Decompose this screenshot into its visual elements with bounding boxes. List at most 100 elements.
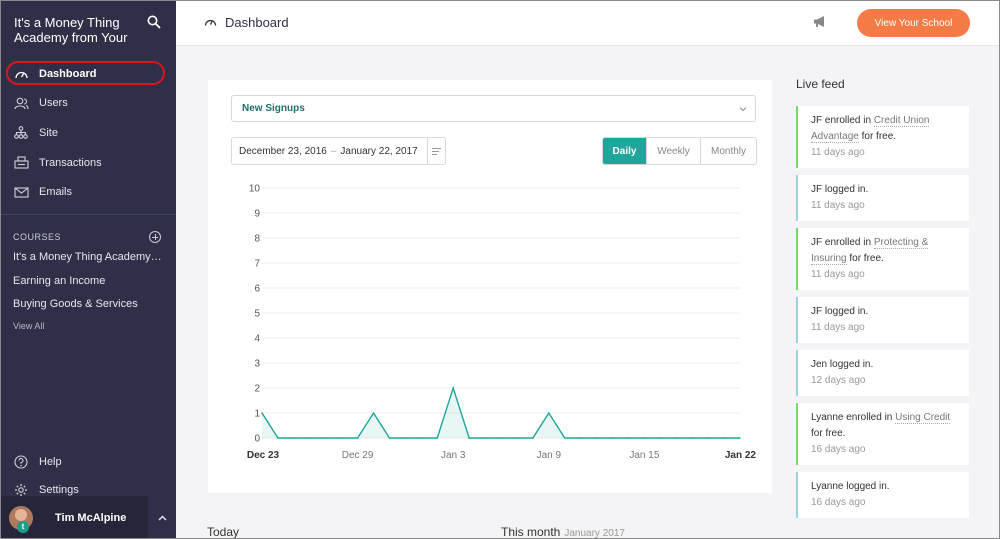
speedometer-icon <box>204 15 217 30</box>
data-point <box>548 412 550 414</box>
date-range-picker[interactable]: December 23, 2016 – January 22, 2017 <box>231 137 446 165</box>
metric-select[interactable]: New Signups <box>231 95 756 122</box>
signups-chart-card: New Signups December 23, 2016 – January … <box>208 80 772 493</box>
data-point <box>500 437 502 439</box>
y-tick-label: 8 <box>254 234 260 245</box>
school-name[interactable]: It's a Money Thing Academy from Your <box>14 15 128 45</box>
sidebar-item-help[interactable]: Help <box>0 448 176 476</box>
live-feed-title: Live feed <box>796 77 845 91</box>
avatar-badge: t <box>17 520 29 533</box>
feed-time: 16 days ago <box>811 444 866 455</box>
data-point <box>340 437 343 439</box>
course-item[interactable]: Earning an Income <box>13 274 106 287</box>
feed-actor: Lyanne <box>811 481 844 492</box>
summary-month-heading: This month January 2017 <box>501 525 625 539</box>
sidebar-item-label: Help <box>39 456 62 468</box>
sidebar-item-settings[interactable]: Settings <box>0 476 176 504</box>
sidebar-item-label: Users <box>39 97 68 110</box>
feed-item: JF enrolled in Protecting & Insuring for… <box>796 228 969 290</box>
course-item[interactable]: It's a Money Thing Academy from Your Cre… <box>13 251 163 263</box>
y-tick-label: 2 <box>254 384 260 395</box>
data-point <box>723 437 725 439</box>
feed-course-link[interactable]: Using Credit <box>895 412 951 424</box>
period-monthly-button[interactable]: Monthly <box>700 138 756 164</box>
feed-actor: JF <box>811 184 823 195</box>
x-tick-label: Dec 29 <box>342 450 374 461</box>
feed-action: enrolled in <box>846 412 893 423</box>
data-point <box>309 437 311 439</box>
y-tick-label: 3 <box>254 359 260 370</box>
sidebar-item-dashboard[interactable]: Dashboard <box>0 59 176 89</box>
sidebar-nav: Dashboard Users Site Transactions Emails <box>0 59 176 207</box>
feed-actor: Lyanne <box>811 412 844 423</box>
data-point <box>452 387 454 389</box>
sidebar-divider <box>0 214 176 215</box>
summary-month-value: January 2017 <box>564 528 625 539</box>
y-tick-label: 7 <box>254 259 260 270</box>
sitemap-icon <box>13 126 29 140</box>
feed-item: JF enrolled in Credit Union Advantage fo… <box>796 106 969 168</box>
summary-month-label: This month <box>501 525 561 539</box>
date-to[interactable]: January 22, 2017 <box>340 145 418 157</box>
sidebar-item-label: Transactions <box>39 156 102 169</box>
date-range-separator: – <box>330 145 337 157</box>
data-point <box>579 437 582 439</box>
filter-icon[interactable] <box>427 138 445 164</box>
data-point <box>277 437 279 439</box>
user-menu[interactable]: t Tim McAlpine <box>0 496 176 539</box>
course-list: It's a Money Thing Academy from Your Cre… <box>13 251 163 331</box>
sidebar-item-emails[interactable]: Emails <box>0 177 176 207</box>
top-header: Dashboard View Your School <box>176 0 1000 46</box>
megaphone-icon[interactable] <box>813 15 827 28</box>
sidebar-item-transactions[interactable]: Transactions <box>0 148 176 178</box>
data-point <box>484 437 486 439</box>
feed-suffix: for free. <box>811 428 846 439</box>
data-point <box>675 437 678 439</box>
date-from[interactable]: December 23, 2016 <box>239 145 327 157</box>
feed-course-link[interactable]: Protecting & Insuring <box>811 237 929 265</box>
metric-select-value: New Signups <box>242 103 305 114</box>
feed-item: Jen logged in. 12 days ago <box>796 350 969 396</box>
chevron-up-icon[interactable] <box>148 496 176 539</box>
x-tick-label: Jan 22 <box>725 450 757 461</box>
feed-item: Lyanne logged in. 16 days ago <box>796 472 969 518</box>
y-tick-label: 1 <box>254 409 260 420</box>
sidebar-item-label: Emails <box>39 186 73 199</box>
courses-heading-label: COURSES <box>13 232 62 242</box>
period-weekly-button[interactable]: Weekly <box>646 138 700 164</box>
data-point <box>324 437 327 439</box>
feed-actor: JF <box>811 115 823 126</box>
sidebar-bottom-nav: Help Settings <box>0 448 176 504</box>
data-point <box>436 437 439 439</box>
feed-suffix: for free. <box>849 253 884 264</box>
period-daily-button[interactable]: Daily <box>603 138 646 164</box>
feed-time: 16 days ago <box>811 497 866 508</box>
feed-time: 11 days ago <box>811 147 865 158</box>
data-point <box>707 437 709 439</box>
add-course-icon[interactable] <box>149 231 161 243</box>
page-title-text: Dashboard <box>225 15 289 30</box>
feed-course-link[interactable]: Credit Union Advantage <box>811 115 930 143</box>
view-your-school-button[interactable]: View Your School <box>857 9 970 37</box>
search-icon[interactable] <box>147 15 161 29</box>
gear-icon <box>13 483 29 497</box>
data-point <box>563 437 566 439</box>
course-item[interactable]: Buying Goods & Services <box>13 298 138 310</box>
sidebar-item-site[interactable]: Site <box>0 118 176 148</box>
y-tick-label: 0 <box>254 434 260 445</box>
chevron-down-icon <box>739 104 747 114</box>
data-point <box>516 437 518 439</box>
x-tick-label: Dec 23 <box>247 450 280 461</box>
view-all-link[interactable]: View All <box>13 320 45 331</box>
data-point <box>388 437 391 439</box>
page-title: Dashboard <box>204 15 289 30</box>
users-icon <box>13 96 29 110</box>
x-tick-label: Jan 15 <box>629 450 659 461</box>
feed-actor: Jen <box>811 359 828 370</box>
highlight-ring <box>6 61 165 85</box>
sidebar-item-users[interactable]: Users <box>0 89 176 119</box>
data-point <box>293 437 295 439</box>
feed-item: Lyanne enrolled in Using Credit for free… <box>796 403 969 465</box>
data-point <box>356 437 359 439</box>
feed-action: logged in. <box>846 481 890 492</box>
